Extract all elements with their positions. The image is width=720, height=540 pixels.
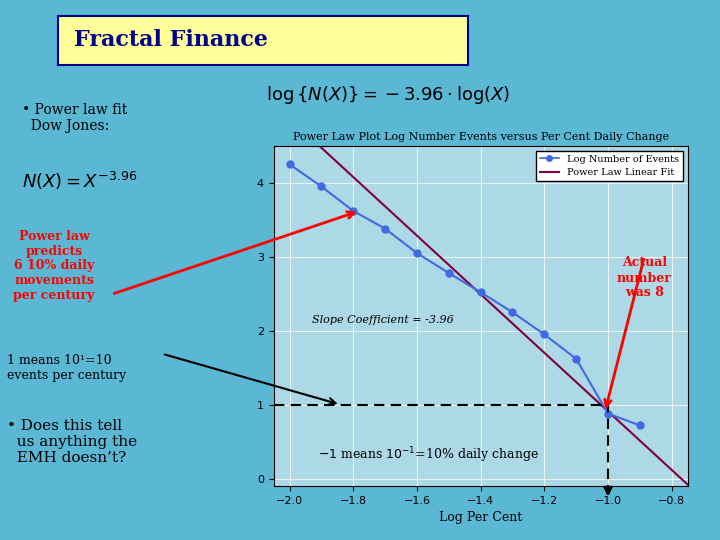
Legend: Log Number of Events, Power Law Linear Fit: Log Number of Events, Power Law Linear F… [536, 151, 683, 181]
Line: Log Number of Events: Log Number of Events [286, 161, 643, 429]
Text: 1 means 10¹=10
events per century: 1 means 10¹=10 events per century [7, 354, 127, 382]
Text: $N(X) = X^{-3.96}$: $N(X) = X^{-3.96}$ [22, 170, 137, 192]
Log Number of Events [508, 309, 517, 315]
X-axis label: Log Per Cent: Log Per Cent [439, 511, 522, 524]
Log Number of Events [572, 355, 580, 362]
Text: Actual
number
was 8: Actual number was 8 [617, 256, 672, 300]
Text: • Power law fit
  Dow Jones:: • Power law fit Dow Jones: [22, 103, 127, 133]
Text: Slope Coefficient = -3.96: Slope Coefficient = -3.96 [312, 315, 454, 325]
Log Number of Events [477, 289, 485, 295]
Log Number of Events [349, 208, 358, 214]
Log Number of Events [381, 225, 390, 232]
Text: $\log\{N(X)\} = -3.96 \cdot \log(X)$: $\log\{N(X)\} = -3.96 \cdot \log(X)$ [266, 84, 510, 106]
Text: Power law
predicts
6 10% daily
movements
per century: Power law predicts 6 10% daily movements… [14, 230, 94, 302]
Log Number of Events [444, 270, 453, 276]
Log Number of Events [540, 331, 549, 338]
Log Number of Events [317, 183, 325, 190]
Text: $-1$ means $10^{-1}$=10% daily change: $-1$ means $10^{-1}$=10% daily change [318, 446, 539, 465]
Log Number of Events [413, 250, 421, 256]
Text: Fractal Finance: Fractal Finance [74, 30, 268, 51]
Log Number of Events [285, 161, 294, 167]
Text: • Does this tell
  us anything the
  EMH doesn’t?: • Does this tell us anything the EMH doe… [7, 418, 138, 465]
Log Number of Events [603, 410, 612, 417]
Title: Power Law Plot Log Number Events versus Per Cent Daily Change: Power Law Plot Log Number Events versus … [292, 132, 669, 142]
Log Number of Events [636, 422, 644, 429]
